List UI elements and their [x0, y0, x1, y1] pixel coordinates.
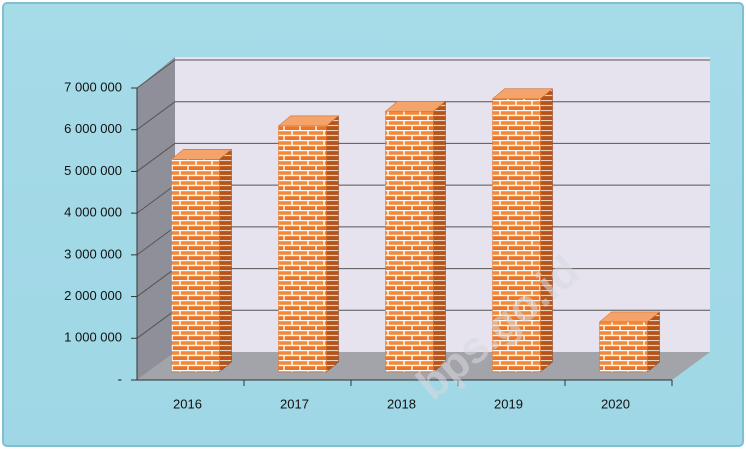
- y-tick-label: 1 000 000: [64, 330, 122, 345]
- x-tick-label: 2016: [173, 396, 202, 411]
- x-tick-label: 2018: [387, 396, 416, 411]
- y-tick-label: 2 000 000: [64, 288, 122, 303]
- x-tick-label: 2020: [601, 396, 630, 411]
- bar-side: [648, 312, 660, 372]
- bar: [386, 111, 434, 372]
- bar: [172, 159, 220, 372]
- x-tick-label: 2017: [280, 396, 309, 411]
- bar-side: [220, 149, 232, 372]
- y-tick-label: 6 000 000: [64, 121, 122, 136]
- y-tick-label: 5 000 000: [64, 163, 122, 178]
- chart: - 1 000 000 2 000 000 3 000 000 4 000 000 5 0…: [0, 0, 746, 449]
- y-tick-label: 7 000 000: [64, 79, 122, 94]
- bar: [279, 126, 327, 372]
- bar-side: [434, 101, 446, 372]
- bar-side: [541, 89, 553, 372]
- page: - 1 000 000 2 000 000 3 000 000 4 000 000 5 0…: [0, 0, 746, 449]
- y-tick-label: 4 000 000: [64, 205, 122, 220]
- x-tick-label: 2019: [494, 396, 523, 411]
- y-tick-label: 3 000 000: [64, 246, 122, 261]
- bar-side: [327, 116, 339, 372]
- bar: [600, 322, 648, 372]
- y-tick-label: -: [118, 371, 122, 386]
